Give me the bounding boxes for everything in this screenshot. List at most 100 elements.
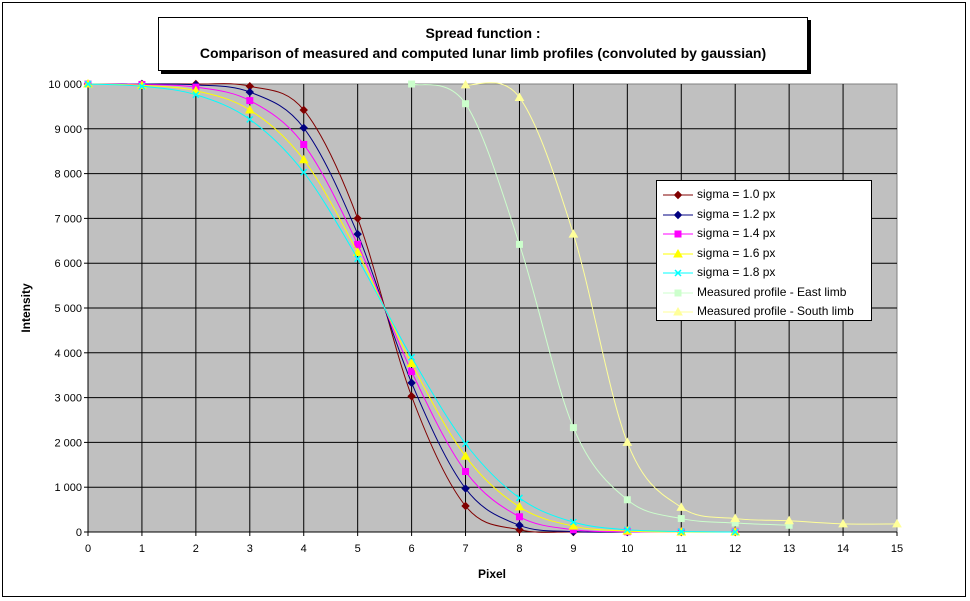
legend: sigma = 1.0 px sigma = 1.2 px sigma = 1.4 … — [656, 180, 872, 321]
data-point — [246, 115, 254, 123]
data-point — [407, 378, 416, 388]
data-point — [298, 154, 309, 164]
legend-item: Measured profile - East limb — [657, 283, 871, 303]
x-tick-label: 15 — [891, 543, 903, 555]
legend-label: Measured profile - South limb — [697, 304, 854, 318]
legend-label: sigma = 1.2 px — [697, 206, 776, 221]
series-line — [465, 82, 898, 525]
data-point — [138, 82, 146, 90]
data-point — [84, 80, 92, 88]
legend-swatch — [663, 306, 693, 316]
legend-swatch — [663, 248, 693, 257]
data-point — [568, 521, 579, 530]
legend-label: Measured profile - East limb — [697, 284, 847, 299]
legend-marker — [673, 306, 683, 316]
data-point — [677, 515, 685, 523]
y-tick-label: 10 000 — [48, 79, 82, 91]
data-point — [462, 100, 470, 108]
series-layer — [83, 78, 902, 537]
data-point — [300, 168, 308, 176]
data-point — [515, 525, 524, 534]
data-point — [353, 214, 362, 223]
data-point — [299, 105, 308, 115]
data-point — [192, 91, 200, 99]
data-point — [460, 451, 471, 460]
data-point — [838, 518, 848, 528]
x-tick-label: 9 — [570, 543, 576, 555]
data-point — [623, 526, 631, 534]
x-tick-label: 3 — [247, 543, 253, 555]
legend-item: sigma = 1.0 px — [657, 185, 871, 205]
data-point — [354, 255, 362, 263]
chart-title-box: Spread function : Comparison of measured… — [158, 17, 808, 71]
data-point — [515, 240, 523, 248]
data-point — [677, 528, 685, 536]
data-point — [354, 240, 362, 248]
legend-marker — [673, 190, 683, 200]
series-2 — [83, 79, 740, 537]
data-point — [892, 518, 902, 528]
x-tick-label: 13 — [783, 543, 795, 555]
legend-marker — [673, 210, 683, 219]
data-point — [406, 358, 417, 368]
legend-swatch — [663, 210, 693, 219]
data-point — [408, 353, 416, 361]
data-point — [246, 97, 254, 105]
legend-swatch — [663, 269, 693, 277]
data-point — [407, 392, 416, 401]
legend-label: sigma = 1.4 px — [697, 226, 776, 240]
series-5 — [84, 80, 739, 536]
x-tick-label: 14 — [837, 543, 849, 555]
y-tick-label: 5 000 — [54, 303, 82, 315]
data-point — [245, 87, 255, 97]
data-point — [462, 440, 470, 448]
data-point — [623, 496, 631, 504]
chart-title: Spread function : — [425, 25, 541, 41]
data-point — [408, 368, 416, 376]
data-point — [514, 92, 525, 101]
legend-swatch — [663, 230, 693, 238]
data-point — [569, 424, 577, 432]
x-tick-label: 8 — [516, 543, 522, 555]
y-tick-label: 1 000 — [54, 482, 82, 494]
x-tick-label: 10 — [621, 543, 633, 555]
legend-label: sigma = 1.8 px — [697, 265, 776, 279]
legend-marker — [674, 289, 682, 296]
data-point — [244, 104, 255, 114]
data-point — [462, 468, 470, 476]
data-point — [568, 229, 579, 238]
y-tick-label: 6 000 — [54, 258, 82, 270]
data-point — [299, 123, 308, 133]
x-axis-title: Pixel — [478, 567, 506, 581]
y-tick-label: 2 000 — [54, 437, 82, 449]
legend-marker — [673, 248, 683, 257]
data-point — [731, 528, 739, 536]
data-point — [408, 80, 416, 88]
series-line — [87, 83, 736, 533]
data-point — [784, 515, 794, 525]
x-tick-label: 12 — [729, 543, 741, 555]
x-tick-label: 11 — [676, 543, 687, 555]
y-axis-title: Intensity — [19, 283, 33, 333]
data-point — [461, 484, 470, 493]
legend-label: sigma = 1.0 px — [697, 187, 776, 201]
series-7 — [460, 79, 902, 528]
y-tick-label: 3 000 — [54, 393, 82, 405]
legend-marker — [674, 269, 682, 277]
y-tick-label: 0 — [76, 527, 82, 539]
legend-swatch — [663, 289, 693, 296]
legend-item: sigma = 1.2 px — [657, 205, 871, 225]
y-tick-label: 4 000 — [54, 348, 82, 360]
data-point — [353, 229, 362, 239]
data-point — [676, 502, 687, 511]
data-point — [514, 501, 525, 511]
data-point — [622, 437, 633, 446]
x-tick-label: 5 — [355, 543, 361, 555]
x-tick-label: 1 — [139, 543, 145, 555]
series-line — [87, 83, 736, 533]
data-point — [352, 247, 363, 256]
data-point — [730, 513, 741, 523]
legend-item: Measured profile - South limb — [657, 302, 871, 322]
